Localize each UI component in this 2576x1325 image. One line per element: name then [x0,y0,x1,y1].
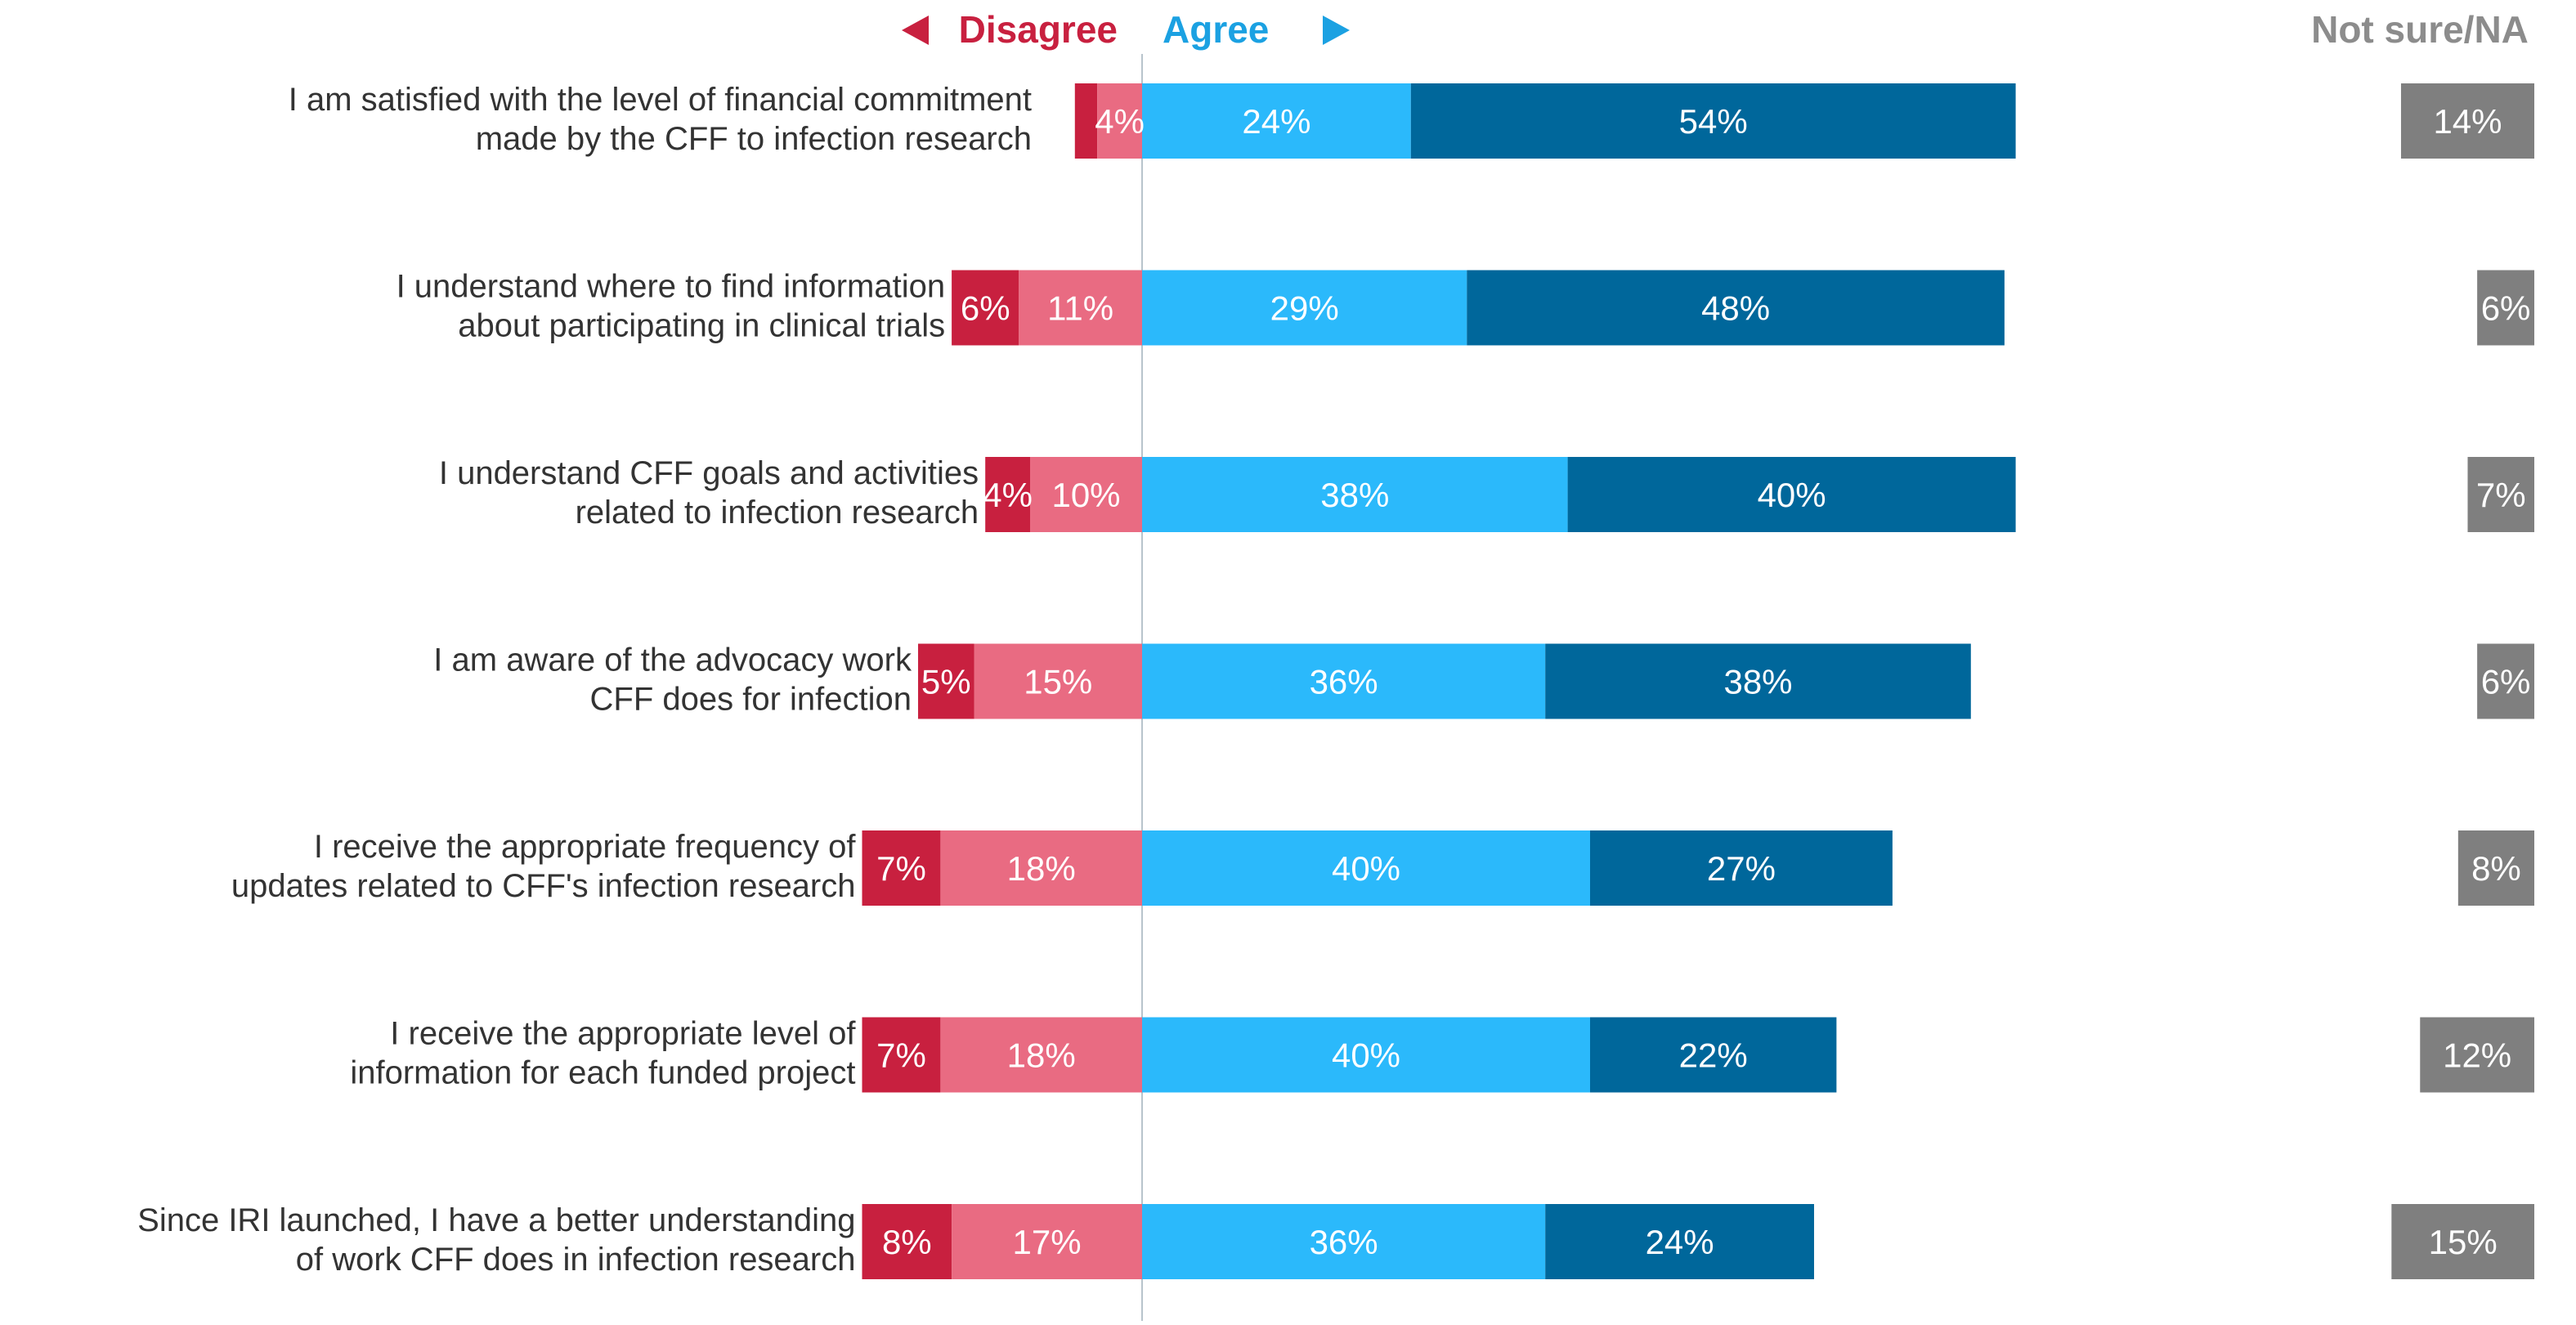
label-agree: 40% [1332,1036,1400,1075]
bar-agree [1142,1204,1546,1279]
label-not-sure: 6% [2481,663,2531,701]
label-strongly-agree: 40% [1758,476,1826,514]
label-not-sure: 15% [2429,1223,2498,1261]
label-strongly-agree: 22% [1679,1036,1748,1075]
bar-disagree [940,1017,1142,1093]
bar-strongly-disagree [952,270,1019,346]
bar-strongly-agree [1590,1017,1837,1093]
label-strongly-agree: 27% [1707,849,1776,888]
header-not-sure: Not sure/NA [2311,8,2529,51]
category-label: I understand where to find information [396,269,946,305]
bar-not-sure [2457,830,2534,906]
bar-strongly-disagree [918,643,974,719]
category-label: I receive the appropriate level of [390,1016,856,1052]
arrow-left-icon [902,16,929,45]
label-strongly-agree: 48% [1701,289,1770,328]
bar-not-sure [2477,643,2534,719]
category-label: I understand CFF goals and activities [439,455,979,491]
category-label: of work CFF does in infection research [296,1242,856,1278]
bar-strongly-disagree [862,1017,941,1093]
label-disagree: 10% [1051,476,1120,514]
bar-strongly-disagree [862,1204,952,1279]
label-disagree: 17% [1013,1223,1082,1261]
bar-disagree [974,643,1142,719]
label-disagree: 15% [1024,663,1092,701]
label-disagree: 11% [1047,289,1113,328]
bar-strongly-disagree [985,457,1030,532]
bar-strongly-disagree [1074,83,1098,159]
bar-not-sure [2420,1017,2534,1093]
category-label: about participating in clinical trials [458,308,945,344]
label-not-sure: 12% [2443,1036,2511,1075]
bar-agree [1142,457,1568,532]
category-label: Since IRI launched, I have a better unde… [137,1202,855,1238]
label-strongly-disagree: 7% [876,1036,926,1075]
label-strongly-disagree: 8% [882,1223,932,1261]
category-label: I am aware of the advocacy work [433,642,912,678]
bar-disagree [1019,270,1142,346]
bar-not-sure [2477,270,2534,346]
bar-agree [1142,830,1590,906]
bar-agree [1142,643,1546,719]
bar-strongly-disagree [862,830,941,906]
label-strongly-disagree: 4% [983,476,1033,514]
label-strongly-agree: 24% [1646,1223,1714,1261]
category-label: I am satisfied with the level of financi… [289,82,1032,118]
bar-strongly-agree [1467,270,2005,346]
category-label: information for each funded project [350,1055,855,1091]
label-strongly-disagree: 7% [876,849,926,888]
bar-strongly-agree [1590,830,1893,906]
bar-disagree [1030,457,1142,532]
header-disagree: Disagree [959,8,1118,51]
label-strongly-disagree: 6% [961,289,1010,328]
header-agree: Agree [1163,8,1269,51]
label-disagree: 18% [1007,849,1076,888]
bar-agree [1142,270,1467,346]
bar-not-sure [2391,1204,2534,1279]
bar-strongly-agree [1410,83,2016,159]
bar-not-sure [2400,83,2534,159]
label-disagree: 18% [1007,1036,1076,1075]
label-not-sure: 6% [2481,289,2531,328]
bar-strongly-agree [1567,457,2016,532]
label-agree: 36% [1310,663,1378,701]
label-strongly-agree: 54% [1679,102,1748,141]
bar-strongly-agree [1545,643,1971,719]
category-label: updates related to CFF's infection resea… [231,868,856,904]
label-agree: 40% [1332,849,1400,888]
bar-disagree [952,1204,1142,1279]
label-disagree: 4% [1095,102,1145,141]
label-strongly-agree: 38% [1723,663,1792,701]
category-label: CFF does for infection [590,682,912,718]
label-agree: 36% [1310,1223,1378,1261]
label-agree: 29% [1270,289,1339,328]
arrow-right-icon [1323,16,1350,45]
label-agree: 38% [1320,476,1389,514]
category-label: related to infection research [576,495,979,530]
category-label: made by the CFF to infection research [476,121,1032,157]
bar-agree [1142,83,1411,159]
bar-strongly-agree [1545,1204,1814,1279]
bar-disagree [1097,83,1142,159]
bar-not-sure [2467,457,2534,532]
category-label: I receive the appropriate frequency of [314,829,857,865]
label-not-sure: 8% [2471,849,2521,888]
bar-disagree [940,830,1142,906]
label-agree: 24% [1242,102,1310,141]
label-strongly-disagree: 5% [921,663,971,701]
label-not-sure: 7% [2476,476,2526,514]
label-not-sure: 14% [2433,102,2502,141]
bar-agree [1142,1017,1590,1093]
